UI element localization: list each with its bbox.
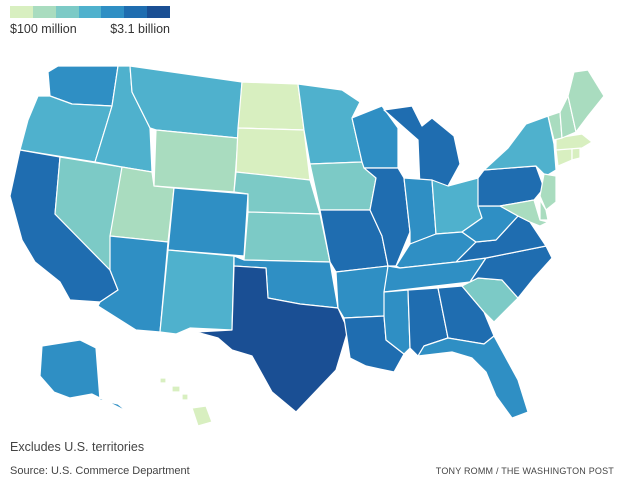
legend-swatch-2 xyxy=(55,6,79,18)
state-MN xyxy=(297,83,363,165)
state-NY xyxy=(483,115,557,177)
state-WY xyxy=(153,129,239,193)
legend-max-label: $3.1 billion xyxy=(110,22,170,36)
state-AK xyxy=(39,339,131,415)
state-MD xyxy=(499,199,549,227)
state-RI xyxy=(571,147,581,161)
state-CO xyxy=(167,187,249,257)
color-legend: $100 million $3.1 billion xyxy=(10,6,171,40)
legend-color-bar xyxy=(10,6,171,18)
state-MI xyxy=(383,105,461,189)
state-KS xyxy=(243,211,331,263)
legend-swatch-4 xyxy=(101,6,125,18)
legend-swatch-6 xyxy=(147,6,171,18)
state-CT xyxy=(555,147,573,167)
legend-swatch-5 xyxy=(124,6,148,18)
state-DE xyxy=(539,199,549,221)
state-FL xyxy=(417,335,529,419)
state-ME xyxy=(567,69,605,133)
state-ND xyxy=(237,81,305,131)
territories-footnote: Excludes U.S. territories xyxy=(10,440,145,454)
state-NJ xyxy=(539,173,557,211)
state-IL xyxy=(363,167,411,267)
credit-line: TONY ROMM / THE WASHINGTON POST xyxy=(435,466,614,476)
legend-swatch-1 xyxy=(32,6,56,18)
state-MA xyxy=(555,133,593,151)
source-note: Source: U.S. Commerce Department xyxy=(10,465,190,477)
state-HI xyxy=(159,377,213,427)
state-SD xyxy=(235,127,311,181)
legend-min-label: $100 million xyxy=(10,22,77,36)
state-TX xyxy=(195,265,349,413)
legend-swatch-3 xyxy=(78,6,102,18)
state-AR xyxy=(335,265,389,319)
legend-swatch-0 xyxy=(10,6,33,18)
state-NM xyxy=(159,249,235,335)
